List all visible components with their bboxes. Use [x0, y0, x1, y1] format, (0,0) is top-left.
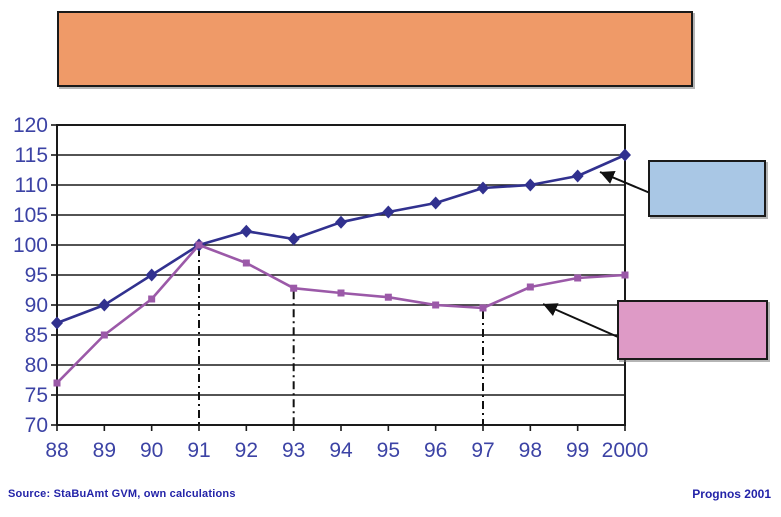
x-axis-label: 95 — [377, 439, 400, 462]
x-axis-label: 89 — [93, 439, 116, 462]
arrow-to-blue-line — [599, 170, 651, 194]
arrow-to-pink-line — [542, 303, 619, 338]
x-axis-label: 94 — [329, 439, 353, 462]
data-point-diamond — [240, 224, 253, 238]
data-point-square — [432, 301, 440, 309]
data-point-square — [574, 274, 582, 282]
data-point-diamond — [619, 148, 631, 162]
y-axis-label: 100 — [13, 234, 48, 257]
y-axis-label: 85 — [25, 324, 48, 347]
x-axis-label: 90 — [140, 439, 163, 462]
data-point-diamond — [145, 268, 158, 282]
x-axis-label: 93 — [282, 439, 305, 462]
x-axis-label: 91 — [187, 439, 210, 462]
legend-box-blue — [648, 160, 766, 217]
data-point-diamond — [98, 298, 111, 312]
data-point-diamond — [524, 178, 537, 192]
y-axis-label: 90 — [25, 294, 48, 317]
data-point-square — [148, 295, 156, 303]
y-axis-label: 70 — [25, 414, 48, 437]
data-point-square — [384, 293, 392, 301]
data-point-diamond — [382, 205, 395, 219]
data-point-square — [242, 259, 250, 267]
x-axis-label: 92 — [235, 439, 258, 462]
data-point-diamond — [287, 232, 300, 246]
data-point-square — [100, 331, 108, 339]
data-point-square — [337, 289, 345, 297]
data-point-square — [621, 271, 629, 279]
data-point-diamond — [477, 181, 489, 195]
y-axis-label: 95 — [25, 264, 48, 287]
y-axis-label: 115 — [15, 144, 48, 167]
title-banner — [57, 11, 693, 87]
data-point-diamond — [429, 196, 442, 210]
data-point-square — [479, 304, 487, 312]
y-axis-label: 80 — [25, 354, 48, 377]
data-point-diamond — [335, 215, 347, 229]
data-point-square — [195, 241, 203, 249]
data-point-diamond — [51, 316, 63, 330]
x-axis-label: 99 — [566, 439, 589, 462]
data-point-diamond — [571, 169, 584, 183]
data-point-square — [526, 283, 534, 291]
x-axis-label: 98 — [519, 439, 542, 462]
source-note: Source: StaBuAmt GVM, own calculations — [8, 488, 236, 500]
legend-box-pink — [617, 300, 768, 360]
x-axis-label: 88 — [45, 439, 68, 462]
credit-note: Prognos 2001 — [692, 487, 771, 501]
y-axis-label: 75 — [25, 384, 48, 407]
x-axis-label: 97 — [471, 439, 494, 462]
y-axis-label: 110 — [15, 174, 48, 197]
y-axis-label: 105 — [13, 204, 48, 227]
data-point-square — [53, 379, 61, 387]
x-axis-label: 96 — [424, 439, 447, 462]
data-point-square — [290, 284, 298, 292]
y-axis-label: 120 — [13, 114, 48, 137]
x-axis-label: 2000 — [602, 439, 649, 462]
